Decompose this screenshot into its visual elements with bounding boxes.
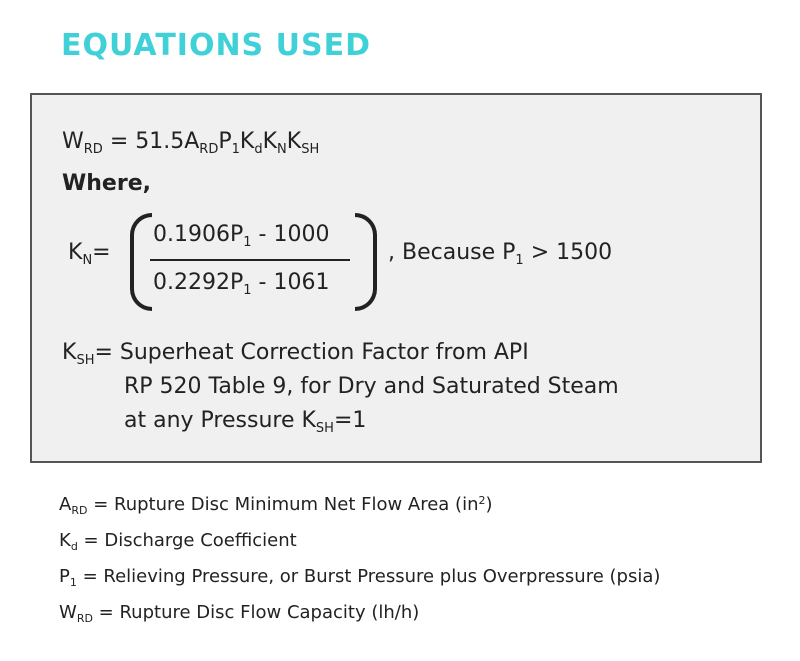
equations-box: WRD = 51.5ARDP1KdKNKSH Where, KN= 0.1906… bbox=[30, 93, 762, 463]
section-title: EQUATIONS USED bbox=[61, 28, 371, 63]
legend-item-flow-capacity: WRD = Rupture Disc Flow Capacity (lh/h) bbox=[59, 602, 420, 625]
right-parenthesis bbox=[355, 213, 377, 311]
legend-item-discharge-coefficient: Kd = Discharge Coefficient bbox=[59, 530, 297, 553]
ksh-definition-line-3: at any Pressure KSH=1 bbox=[124, 408, 367, 436]
ksh-definition-line-2: RP 520 Table 9, for Dry and Saturated St… bbox=[124, 374, 619, 399]
kn-denominator: 0.2292P1 - 1061 bbox=[153, 270, 330, 298]
legend-item-area: ARD = Rupture Disc Minimum Net Flow Area… bbox=[59, 494, 493, 517]
flow-capacity-equation: WRD = 51.5ARDP1KdKNKSH bbox=[62, 129, 320, 157]
where-label: Where, bbox=[62, 171, 151, 196]
ksh-definition-line-1: KSH= Superheat Correction Factor from AP… bbox=[62, 340, 529, 368]
kn-condition: , Because P1 > 1500 bbox=[388, 240, 613, 268]
kn-label: KN= bbox=[68, 240, 111, 268]
fraction-bar bbox=[150, 259, 350, 261]
left-parenthesis bbox=[130, 213, 152, 311]
legend-item-relieving-pressure: P1 = Relieving Pressure, or Burst Pressu… bbox=[59, 566, 661, 589]
kn-numerator: 0.1906P1 - 1000 bbox=[153, 222, 330, 250]
